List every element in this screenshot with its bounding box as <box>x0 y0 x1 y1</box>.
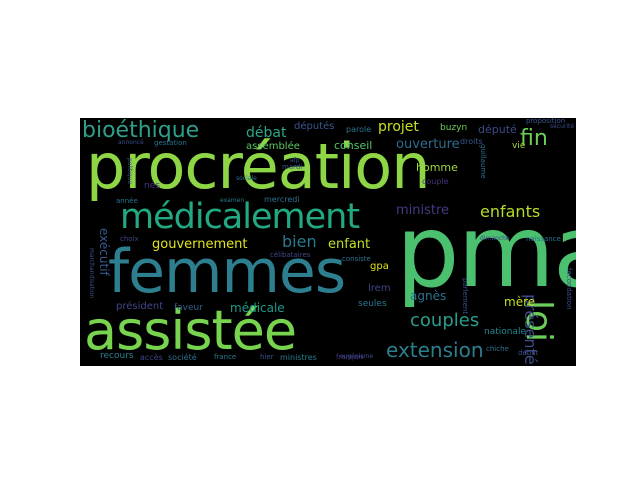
word-fecondation: fécondation <box>565 268 573 310</box>
word-mercredi: mercredi <box>264 195 300 204</box>
word-president: président <box>116 301 164 312</box>
word-enfants: enfants <box>480 202 541 221</box>
word-francais: français <box>336 353 364 361</box>
word-bioethique: bioéthique <box>82 118 200 143</box>
word-celibataires: célibataires <box>270 251 311 259</box>
word-mardi: mardi <box>282 163 303 171</box>
word-societe: société <box>168 353 197 362</box>
word-proposition: proposition <box>526 118 566 125</box>
word-sociale: sociale <box>236 175 257 182</box>
word-agnes: agnès <box>410 289 447 303</box>
word-consiste: consiste <box>342 255 371 263</box>
word-couples: couples <box>410 310 480 331</box>
word-debut: début <box>518 349 539 357</box>
word-medicalement: médicalement <box>120 197 360 237</box>
word-recours: recours <box>100 351 134 361</box>
word-politique: politique <box>126 158 133 185</box>
word-buzyn: buzyn <box>440 123 468 133</box>
word-securite: sécurité <box>550 123 575 130</box>
word-faveur: faveur <box>174 303 203 313</box>
word-guillaume: guillaume <box>479 144 487 179</box>
word-debat: débat <box>246 125 287 141</box>
word-ministres: ministres <box>280 353 317 362</box>
word-gestation: gestation <box>154 139 187 147</box>
word-gpa: gpa <box>370 261 389 272</box>
word-vie: vie <box>512 141 526 151</box>
word-parole: parole <box>346 125 372 134</box>
word-parlement: parlement <box>461 278 469 315</box>
word-homme: homme <box>416 161 458 174</box>
word-lrem: lrem <box>368 283 391 294</box>
word-afp: afp <box>290 157 300 164</box>
word-assistee: assistée <box>84 299 297 362</box>
word-mere: mère <box>504 295 536 309</box>
word-depute: député <box>478 123 517 136</box>
word-chiche: chiche <box>486 345 509 353</box>
word-droits: droits <box>460 137 483 146</box>
word-examen: examen <box>220 197 245 204</box>
word-ministre: ministre <box>396 203 450 218</box>
word-femmes: femmes <box>108 237 346 307</box>
word-bien: bien <box>282 232 317 251</box>
word-acces: accès <box>140 353 163 362</box>
word-annonce: annoncé <box>118 139 144 146</box>
word-choix: choix <box>120 235 139 243</box>
word-marchandisation: marchandisation <box>88 248 95 299</box>
word-deputes: députés <box>294 121 335 132</box>
word-conseil: conseil <box>334 139 373 152</box>
word-nes: nés <box>144 181 160 191</box>
word-medicale: médicale <box>230 301 285 315</box>
word-extension: extension <box>386 338 484 362</box>
word-procreation: procréation <box>86 130 431 203</box>
word-annee: année <box>116 197 138 205</box>
word-cloud: procréation pma femmes assistée médicale… <box>80 118 576 366</box>
word-naissance: naissance <box>526 235 561 243</box>
word-enfant: enfant <box>328 237 371 252</box>
word-nationale: nationale <box>484 327 527 337</box>
word-ouverture: ouverture <box>396 137 460 152</box>
word-couple: couple <box>422 177 449 186</box>
word-executif: exécutif <box>97 228 111 276</box>
word-assemblee: assemblée <box>246 141 300 152</box>
word-dimanche: dimanche <box>480 235 510 242</box>
word-projet: projet <box>378 119 419 135</box>
word-fin: fin <box>520 126 548 151</box>
word-france: france <box>214 353 237 361</box>
word-gouvernement: gouvernement <box>152 237 248 252</box>
word-hier: hier <box>260 353 274 361</box>
word-seules: seules <box>358 299 387 309</box>
word-eugenisme: eugénisme <box>340 353 374 360</box>
word-pma: pma <box>396 193 576 310</box>
